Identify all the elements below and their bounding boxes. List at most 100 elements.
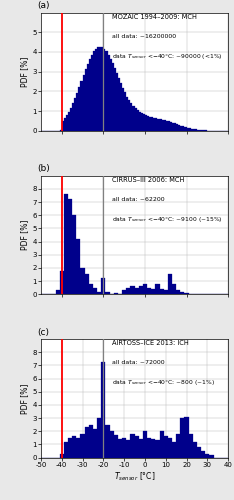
Bar bbox=[74, 98, 76, 131]
Bar bbox=[106, 292, 107, 294]
Bar bbox=[126, 440, 128, 458]
Bar bbox=[97, 47, 99, 131]
Bar bbox=[139, 439, 141, 458]
Bar bbox=[83, 268, 85, 294]
Bar bbox=[205, 454, 207, 458]
Bar bbox=[72, 216, 74, 294]
Bar bbox=[166, 120, 168, 131]
Bar bbox=[87, 274, 89, 294]
Bar bbox=[207, 454, 209, 458]
Bar bbox=[176, 290, 178, 294]
Bar bbox=[107, 54, 110, 131]
Text: MOZAIC 1994–2009: MCH: MOZAIC 1994–2009: MCH bbox=[112, 14, 197, 20]
Bar bbox=[155, 118, 157, 131]
Bar bbox=[124, 438, 126, 458]
Bar bbox=[180, 292, 182, 294]
Text: (b): (b) bbox=[37, 164, 50, 173]
Bar bbox=[182, 126, 184, 131]
Bar bbox=[168, 438, 170, 458]
Bar bbox=[62, 454, 64, 458]
Bar bbox=[58, 290, 60, 294]
Bar bbox=[145, 284, 147, 294]
Bar bbox=[168, 122, 170, 131]
Bar bbox=[189, 128, 191, 131]
Bar bbox=[195, 130, 197, 131]
Bar bbox=[174, 442, 176, 458]
Bar bbox=[178, 290, 180, 294]
Bar bbox=[157, 118, 160, 131]
Text: data $T_{sensor}$ <−40°C: ~800 (~1%): data $T_{sensor}$ <−40°C: ~800 (~1%) bbox=[112, 378, 215, 387]
Bar bbox=[170, 274, 172, 294]
Bar bbox=[68, 438, 70, 458]
Bar bbox=[66, 116, 68, 131]
Bar bbox=[172, 284, 174, 294]
Bar bbox=[128, 440, 130, 458]
Bar bbox=[126, 96, 128, 131]
Bar bbox=[103, 362, 106, 458]
Bar bbox=[76, 438, 78, 458]
Bar bbox=[107, 424, 110, 458]
Bar bbox=[80, 81, 83, 131]
Bar bbox=[186, 416, 189, 458]
Bar bbox=[101, 47, 103, 131]
Bar bbox=[172, 442, 174, 458]
Bar bbox=[176, 434, 178, 458]
Y-axis label: PDF [%]: PDF [%] bbox=[21, 56, 29, 87]
Bar bbox=[72, 436, 74, 458]
Bar bbox=[89, 59, 91, 131]
Bar bbox=[164, 290, 166, 294]
Text: (c): (c) bbox=[37, 328, 49, 337]
Bar bbox=[162, 120, 164, 131]
Bar bbox=[76, 92, 78, 131]
Bar bbox=[199, 447, 201, 458]
Bar bbox=[135, 436, 137, 458]
Bar bbox=[191, 434, 193, 458]
Bar bbox=[91, 424, 93, 458]
Bar bbox=[170, 438, 172, 458]
Bar bbox=[149, 288, 151, 294]
Bar bbox=[164, 436, 166, 458]
Bar bbox=[153, 439, 155, 458]
Bar bbox=[162, 431, 164, 458]
Bar bbox=[70, 200, 72, 294]
Bar bbox=[203, 451, 205, 458]
Bar bbox=[72, 103, 74, 131]
Bar bbox=[122, 88, 124, 131]
Bar bbox=[55, 290, 58, 294]
Bar bbox=[151, 439, 153, 458]
Bar bbox=[141, 286, 143, 294]
Bar bbox=[95, 48, 97, 131]
Bar bbox=[91, 54, 93, 131]
Bar bbox=[106, 424, 107, 458]
Bar bbox=[107, 292, 110, 294]
Bar bbox=[101, 278, 103, 294]
Bar bbox=[110, 431, 112, 458]
Bar bbox=[101, 362, 103, 458]
Bar bbox=[68, 200, 70, 294]
Bar bbox=[197, 447, 199, 458]
Bar bbox=[103, 278, 106, 294]
Bar bbox=[132, 106, 135, 131]
Bar bbox=[191, 128, 193, 131]
Bar bbox=[149, 116, 151, 131]
Bar bbox=[212, 455, 214, 458]
Bar bbox=[157, 440, 160, 458]
Bar bbox=[162, 289, 164, 294]
Bar bbox=[103, 48, 106, 131]
Bar bbox=[186, 128, 189, 131]
Bar bbox=[64, 194, 66, 294]
Bar bbox=[85, 274, 87, 294]
Bar bbox=[93, 428, 95, 458]
Bar bbox=[130, 286, 132, 294]
Bar bbox=[110, 58, 112, 131]
Bar bbox=[157, 284, 160, 294]
Bar bbox=[85, 428, 87, 458]
Bar bbox=[122, 438, 124, 458]
Text: data $T_{sensor}$ <−40°C: ~90000 (<1%): data $T_{sensor}$ <−40°C: ~90000 (<1%) bbox=[112, 52, 223, 60]
Bar bbox=[64, 118, 66, 131]
Bar bbox=[143, 431, 145, 458]
Bar bbox=[149, 438, 151, 458]
Bar bbox=[160, 289, 162, 294]
Bar bbox=[97, 418, 99, 458]
Bar bbox=[166, 290, 168, 294]
